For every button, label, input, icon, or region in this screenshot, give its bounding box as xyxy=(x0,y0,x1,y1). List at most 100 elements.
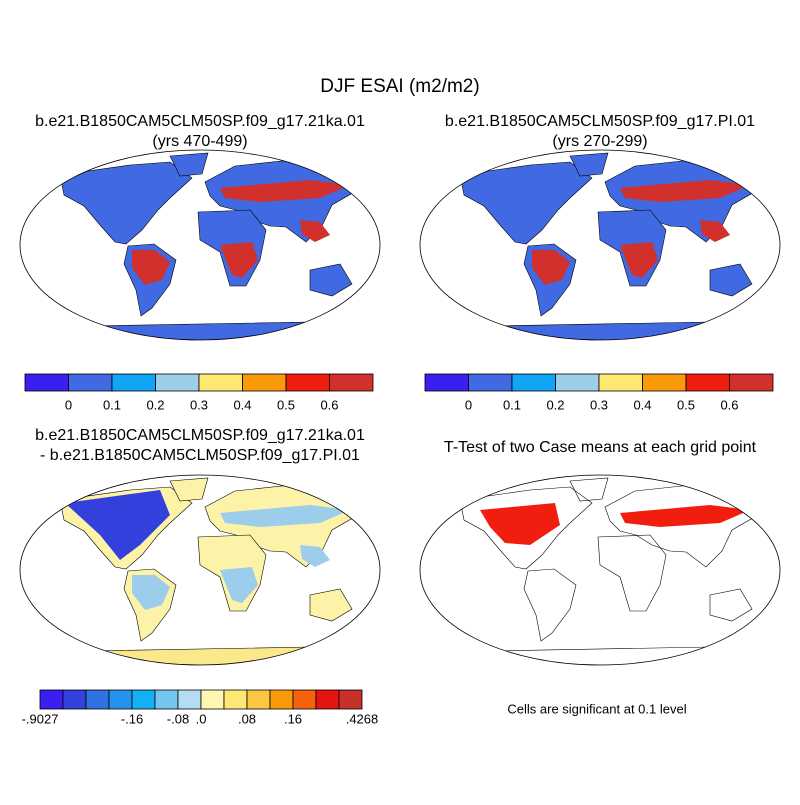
colorbar-label: -.16 xyxy=(121,711,143,726)
colorbar-box xyxy=(424,373,469,392)
panel-subtitle: (yrs 270-299) xyxy=(552,133,647,150)
colorbar-box xyxy=(200,689,225,710)
colorbar-box xyxy=(269,689,294,710)
map xyxy=(419,474,781,666)
figure-title: DJF ESAI (m2/m2) xyxy=(320,76,479,97)
map xyxy=(19,149,381,341)
colorbar-box xyxy=(154,689,179,710)
colorbar-label: 0.6 xyxy=(320,397,338,412)
map-land xyxy=(459,477,766,665)
colorbar-label: 0.4 xyxy=(633,397,651,412)
field-patch xyxy=(700,220,730,242)
field-patch xyxy=(220,505,350,527)
continent xyxy=(523,568,577,642)
colorbar-box xyxy=(246,689,271,710)
colorbar-label: 0.6 xyxy=(720,397,738,412)
colorbar-box xyxy=(62,689,87,710)
colorbar-label: -.08 xyxy=(167,711,189,726)
colorbar-box xyxy=(177,689,202,710)
field-patch xyxy=(132,575,170,610)
map xyxy=(19,474,381,666)
colorbar-box xyxy=(555,373,600,392)
colorbar-box xyxy=(198,373,243,392)
colorbar-label: 0.2 xyxy=(546,397,564,412)
colorbar-box xyxy=(685,373,730,392)
colorbar-label: 0 xyxy=(465,397,472,412)
colorbar-label: 0 xyxy=(65,397,72,412)
colorbar-label: 0.4 xyxy=(233,397,251,412)
continent xyxy=(459,161,593,245)
map-land xyxy=(59,477,366,665)
panel-title: T-Test of two Case means at each grid po… xyxy=(444,439,757,456)
colorbar-label: 0.3 xyxy=(590,397,608,412)
field-patch xyxy=(620,180,750,202)
colorbar-label: .08 xyxy=(238,711,256,726)
continent xyxy=(597,534,667,612)
field-patch xyxy=(220,242,258,278)
colorbar-box xyxy=(68,373,113,392)
field-patch xyxy=(300,220,330,242)
map-land xyxy=(59,152,366,340)
colorbar-box xyxy=(223,689,248,710)
map-frame xyxy=(419,474,781,666)
continent xyxy=(709,588,753,622)
continent xyxy=(709,263,753,297)
continent xyxy=(569,152,609,177)
continent xyxy=(169,152,209,177)
colorbar-label: 0.5 xyxy=(277,397,295,412)
map xyxy=(419,149,781,341)
colorbar-label: .16 xyxy=(284,711,302,726)
field-patch xyxy=(300,545,330,567)
colorbar-box xyxy=(131,689,156,710)
colorbar-label: 0.3 xyxy=(190,397,208,412)
field-patch xyxy=(620,242,658,278)
continent xyxy=(459,486,593,570)
colorbar-box xyxy=(729,373,774,392)
colorbar-box xyxy=(511,373,556,392)
colorbar-label: 0.5 xyxy=(677,397,695,412)
colorbar-box xyxy=(39,689,64,710)
colorbar-box xyxy=(85,689,110,710)
continent xyxy=(569,477,609,502)
colorbar-box xyxy=(598,373,643,392)
colorbar-box xyxy=(108,689,133,710)
colorbar-box xyxy=(329,373,374,392)
colorbar-label: -.9027 xyxy=(22,711,59,726)
field-patch xyxy=(532,250,570,285)
colorbar-label: 0.2 xyxy=(146,397,164,412)
field-patch xyxy=(65,490,170,560)
colorbar-label: 0.1 xyxy=(103,397,121,412)
panel-title: b.e21.B1850CAM5CLM50SP.f09_g17.21ka.01 xyxy=(35,113,365,130)
colorbar-box xyxy=(468,373,513,392)
field-patch xyxy=(220,567,258,603)
panel-note: Cells are significant at 0.1 level xyxy=(507,701,686,716)
colorbar-box xyxy=(642,373,687,392)
map-frame xyxy=(19,474,381,666)
colorbar-box xyxy=(285,373,330,392)
continent xyxy=(309,588,353,622)
colorbar-box xyxy=(292,689,317,710)
panel-title: b.e21.B1850CAM5CLM50SP.f09_g17.21ka.01 xyxy=(35,427,365,444)
field-patch xyxy=(620,505,750,527)
colorbar-label: .4268 xyxy=(346,711,379,726)
panel-subtitle: (yrs 470-499) xyxy=(152,133,247,150)
colorbar-box xyxy=(111,373,156,392)
map-frame xyxy=(419,149,781,341)
continent xyxy=(169,477,209,502)
colorbar-box xyxy=(338,689,363,710)
continent xyxy=(309,263,353,297)
panel-subtitle: - b.e21.B1850CAM5CLM50SP.f09_g17.PI.01 xyxy=(40,447,360,464)
field-patch xyxy=(480,503,560,545)
colorbar-box xyxy=(242,373,287,392)
map-frame xyxy=(19,149,381,341)
panel-title: b.e21.B1850CAM5CLM50SP.f09_g17.PI.01 xyxy=(445,113,755,130)
colorbar-label: .0 xyxy=(196,711,207,726)
field-patch xyxy=(132,250,170,285)
field-patch xyxy=(220,180,350,202)
continent xyxy=(59,161,193,245)
colorbar-label: 0.1 xyxy=(503,397,521,412)
colorbar-box xyxy=(155,373,200,392)
map-land xyxy=(459,152,766,340)
colorbar-box xyxy=(315,689,340,710)
